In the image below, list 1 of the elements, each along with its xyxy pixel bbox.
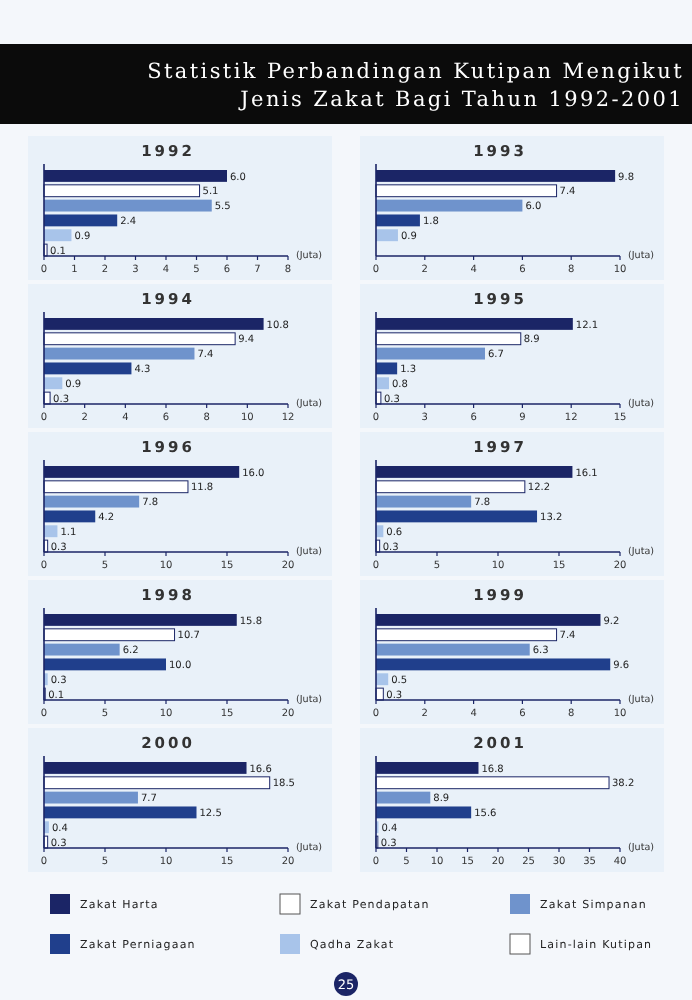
text: Statistik Perbandingan Kutipan Mengikut Jenis Zakat Bagi Tahun 1992-2001	[147, 60, 684, 112]
